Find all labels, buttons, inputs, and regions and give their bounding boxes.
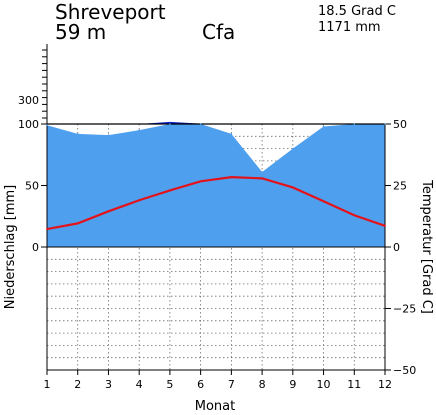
- x-axis-label: Monat: [195, 399, 235, 414]
- y-axis-right-label: Temperatur [Grad C]: [419, 179, 434, 314]
- y-right-tick-label: 0: [393, 241, 400, 254]
- temperature-point: [384, 224, 386, 227]
- temperature-point: [230, 176, 233, 179]
- precipitation-point: [76, 133, 79, 135]
- x-tick-label: 5: [166, 378, 173, 391]
- x-tick-label: 12: [378, 378, 392, 391]
- precipitation-point: [261, 171, 263, 173]
- precipitation-area: [47, 124, 385, 247]
- y-right-tick-label: −50: [393, 364, 416, 377]
- x-tick-label: 11: [347, 378, 361, 391]
- temperature-point: [291, 186, 294, 189]
- x-tick-label: 7: [228, 378, 235, 391]
- precipitation-point: [230, 133, 233, 135]
- precipitation-point: [292, 147, 294, 150]
- temperature-point: [107, 210, 110, 213]
- x-tick-label: 6: [197, 378, 204, 391]
- station-name: Shreveport: [55, 0, 166, 24]
- x-tick-label: 4: [136, 378, 143, 391]
- x-tick-label: 9: [289, 378, 296, 391]
- temperature-point: [76, 222, 79, 225]
- x-tick-label: 1: [44, 378, 51, 391]
- y-right-tick-label: 25: [393, 180, 407, 193]
- x-tick-label: 8: [259, 378, 266, 391]
- y-left-tick-label: 50: [25, 180, 39, 193]
- precipitation-point: [353, 123, 356, 125]
- temperature-line: [46, 176, 386, 231]
- y-left-tick-label: 300: [18, 94, 39, 107]
- climate-classification: Cfa: [202, 20, 236, 44]
- precipitation-point: [199, 123, 202, 125]
- precipitation-point: [138, 129, 140, 131]
- temperature-point: [261, 177, 264, 180]
- x-tick-label: 10: [317, 378, 331, 391]
- annual-precipitation: 1171 mm: [318, 20, 381, 35]
- temperature-point: [168, 189, 171, 192]
- precipitation-point: [384, 123, 386, 125]
- precipitation-point: [107, 134, 110, 136]
- temperature-point: [46, 228, 48, 231]
- y-right-tick-label: −25: [393, 303, 416, 316]
- temperature-point: [353, 214, 356, 217]
- temperature-point: [322, 200, 325, 203]
- temperature-point: [199, 180, 202, 183]
- y-axis-left-label: Niederschlag [mm]: [3, 185, 18, 310]
- y-left-tick-label: 100: [18, 118, 39, 131]
- axes: [41, 44, 391, 375]
- y-left-tick-label: 0: [32, 241, 39, 254]
- temperature-point: [138, 199, 141, 202]
- precipitation-point: [46, 124, 48, 127]
- x-tick-label: 2: [74, 378, 81, 391]
- precipitation-point: [169, 123, 171, 125]
- mean-temperature: 18.5 Grad C: [318, 4, 396, 19]
- station-elevation: 59 m: [55, 20, 107, 44]
- y-right-tick-label: 50: [393, 118, 407, 131]
- x-tick-label: 3: [105, 378, 112, 391]
- precipitation-point: [322, 125, 325, 128]
